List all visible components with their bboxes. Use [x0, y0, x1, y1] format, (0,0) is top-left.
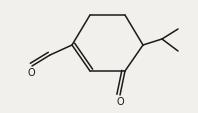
Text: O: O [116, 96, 124, 106]
Text: O: O [27, 67, 35, 77]
